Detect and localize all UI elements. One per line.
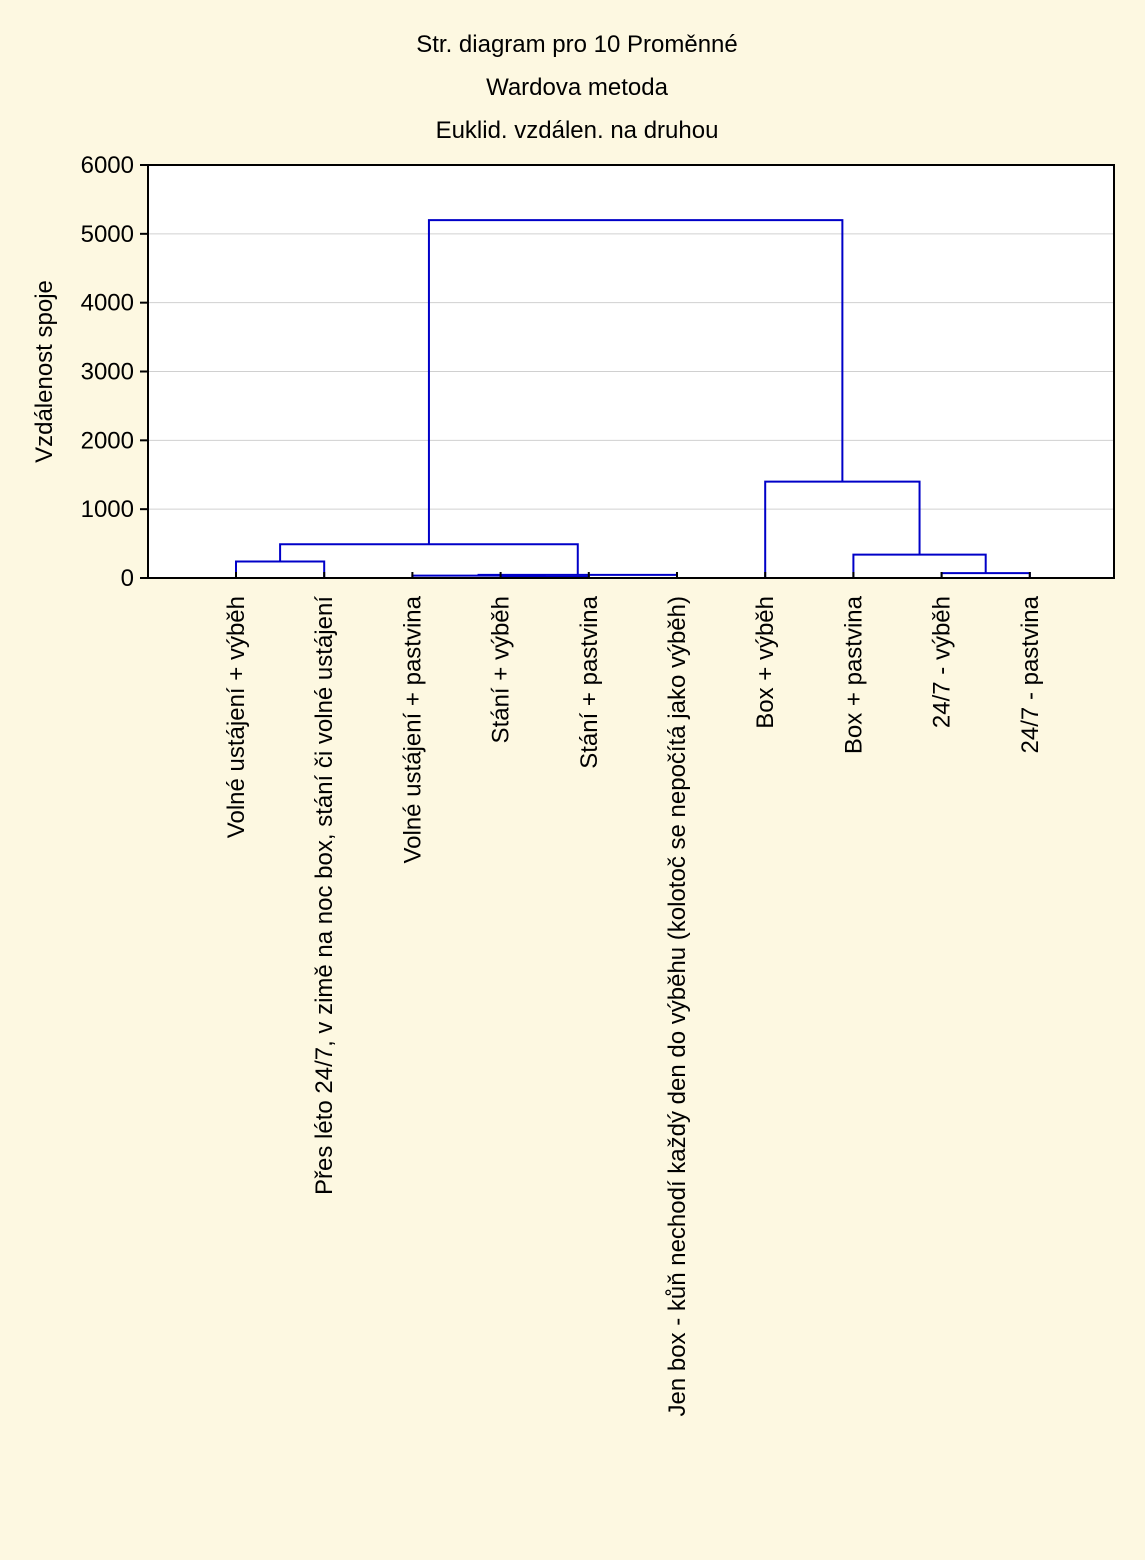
grid-lines	[148, 233, 1114, 510]
y-tick-label-5: 5000	[81, 221, 134, 248]
y-axis-label: Vzdálenost spoje	[31, 280, 58, 463]
leaf-label-1: Přes léto 24/7, v zimě na noc box, stání…	[311, 596, 338, 1195]
leaf-label-6: Box + výběh	[752, 596, 779, 729]
merge-link-5	[852, 553, 987, 578]
y-tick-label-4: 4000	[81, 290, 134, 317]
leaf-label-7: Box + pastvina	[840, 595, 867, 754]
y-tick-label-3: 3000	[81, 359, 134, 386]
leaf-label-9: 24/7 - pastvina	[1017, 595, 1044, 753]
leaf-label-3: Stání + výběh	[488, 596, 515, 743]
y-tick-label-0: 0	[121, 565, 134, 592]
leaf-labels: Volné ustájení + výběh Přes léto 24/7, v …	[223, 572, 1044, 1417]
plot-frame	[147, 164, 1115, 579]
y-axis: 0 1000 2000 3000 4000 5000 6000	[81, 152, 148, 592]
leaf-label-2: Volné ustájení + pastvina	[399, 595, 426, 863]
y-tick-label-6: 6000	[81, 152, 134, 179]
title-line-2: Euklid. vzdálen. na druhou	[436, 117, 719, 144]
y-tick-label-2: 2000	[81, 427, 134, 454]
title-line-1: Wardova metoda	[486, 74, 669, 101]
title-line-0: Str. diagram pro 10 Proměnné	[416, 31, 738, 58]
chart-title: Str. diagram pro 10 Proměnné Wardova meto…	[416, 31, 738, 144]
y-tick-label-1: 1000	[81, 496, 134, 523]
leaf-label-0: Volné ustájení + výběh	[223, 596, 250, 838]
leaf-label-4: Stání + pastvina	[576, 595, 603, 768]
leaf-label-8: 24/7 - výběh	[929, 596, 956, 728]
dendrogram-links	[235, 219, 1031, 578]
leaf-label-5: Jen box - kůň nechodí každý den do výběh…	[664, 596, 691, 1417]
merge-link-6	[279, 543, 579, 575]
merge-link-8	[427, 219, 844, 545]
